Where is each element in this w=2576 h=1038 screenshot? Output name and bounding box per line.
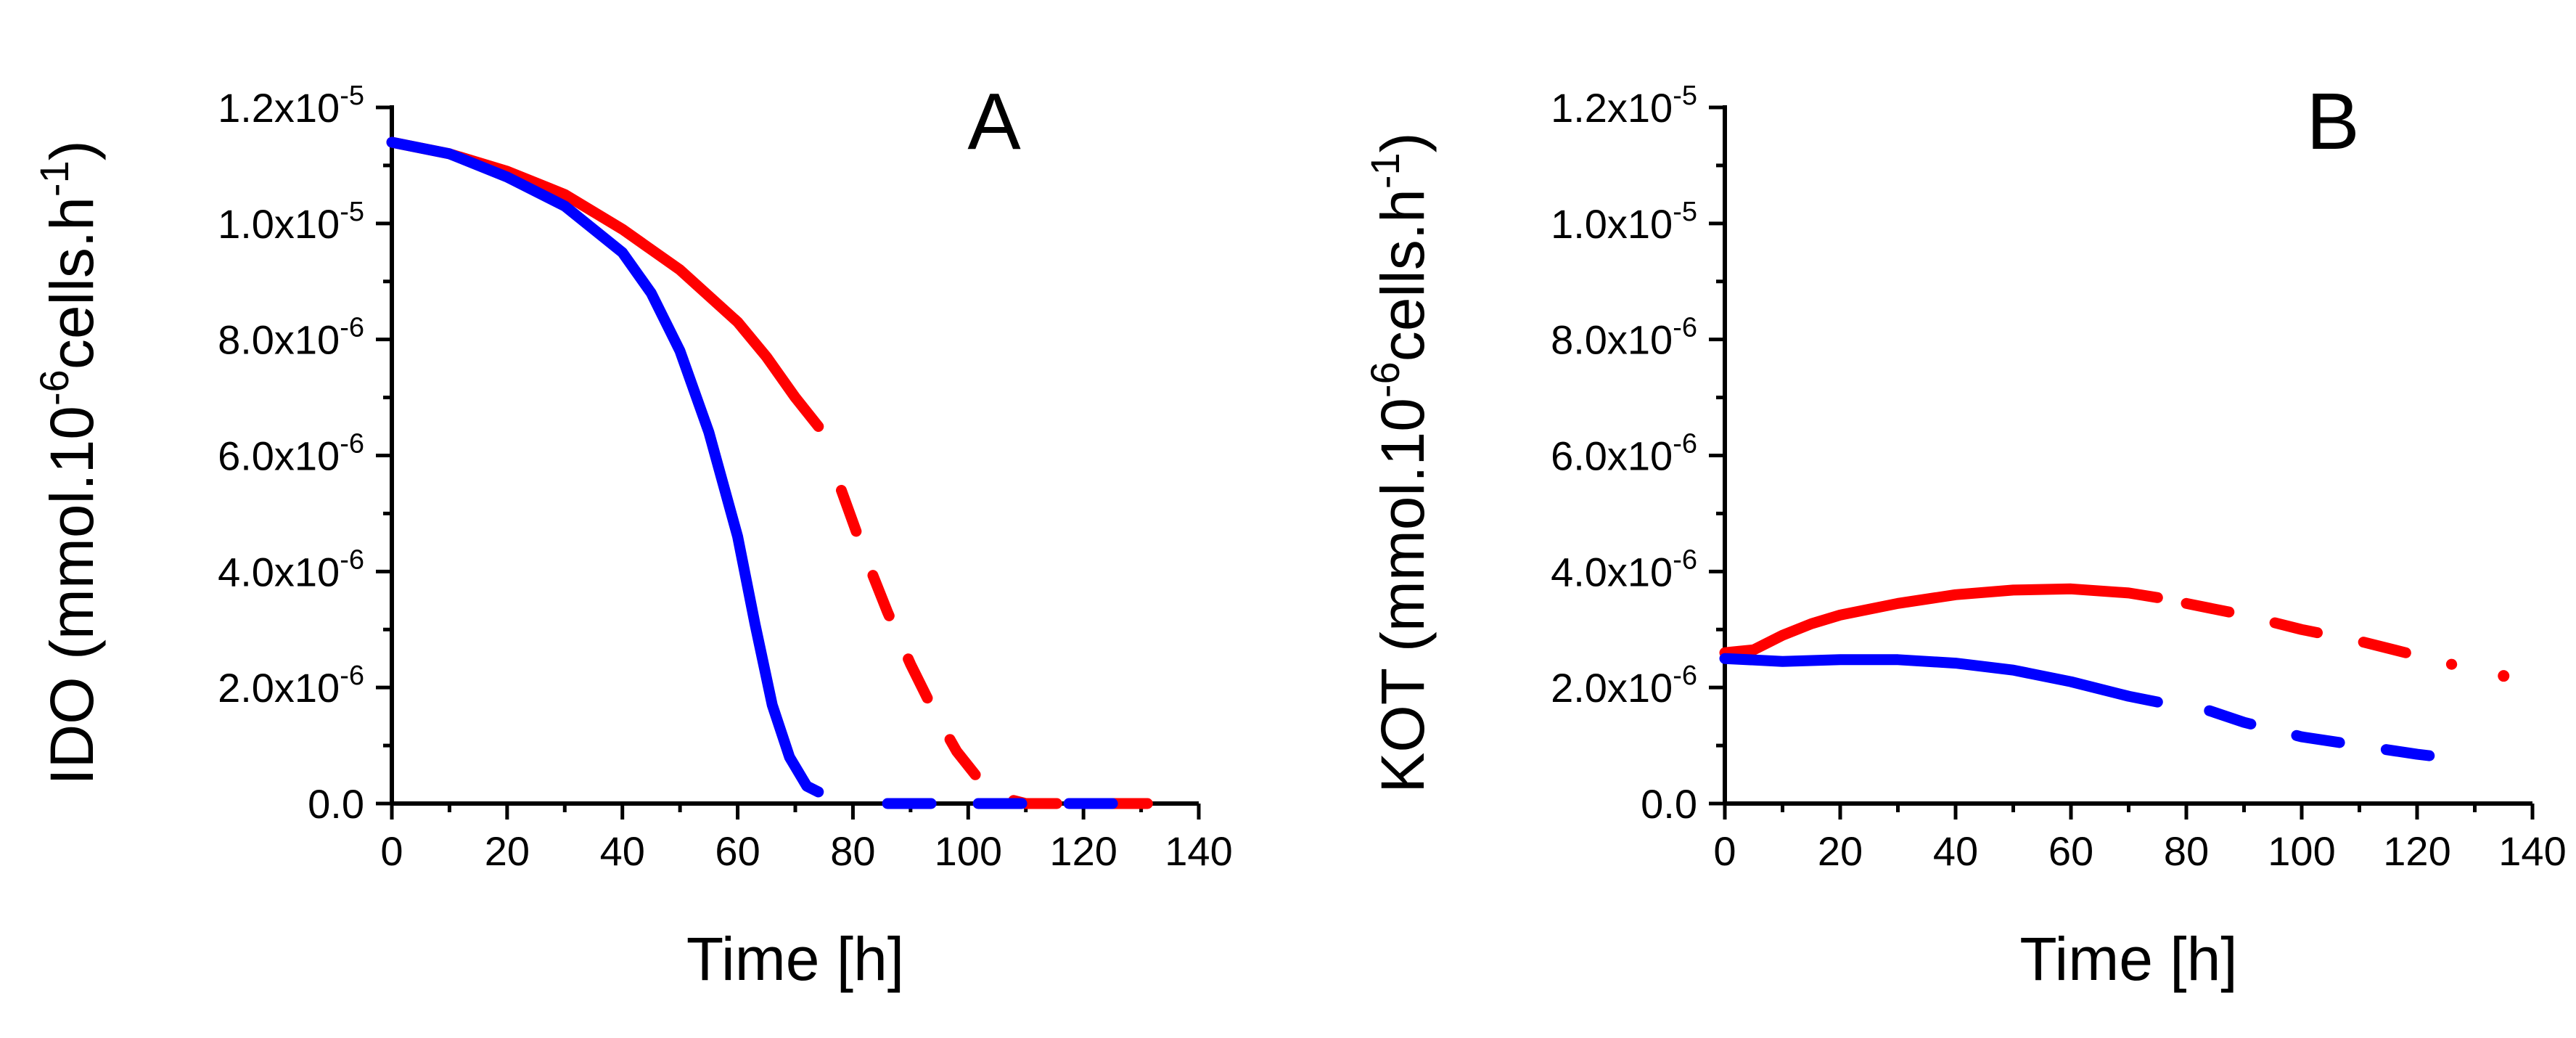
y-tick-mantissa: 2.0x10: [1551, 665, 1673, 711]
y-tick-mantissa: 4.0x10: [218, 549, 340, 594]
x-tick-label: 0: [1713, 828, 1736, 874]
y-tick-mantissa: 1.2x10: [1551, 85, 1673, 131]
y-tick-mantissa: 6.0x10: [218, 433, 340, 479]
y-tick-exponent: -5: [340, 197, 364, 227]
y-tick-mantissa: 2.0x10: [218, 665, 340, 711]
x-tick-label: 80: [2164, 828, 2209, 874]
y-axis-title-close: ): [1369, 132, 1437, 152]
y-axis-title-main: KOT (mmol.10: [1369, 398, 1437, 793]
y-axis-title-main: IDO (mmol.10: [38, 406, 106, 785]
series-line: [2204, 705, 2458, 764]
x-tick-label: 100: [2268, 828, 2335, 874]
y-tick-exponent: -6: [1673, 544, 1697, 575]
series-red-point: [2498, 670, 2510, 682]
y-tick-label: 1.0x10-5: [218, 197, 364, 247]
y-tick-label: 8.0x10-6: [218, 313, 364, 363]
y-tick-label: 4.0x10-6: [1551, 544, 1697, 594]
series-line: [836, 485, 1170, 809]
y-tick-exponent: -6: [340, 429, 364, 459]
panel-label: A: [967, 77, 1021, 166]
y-tick-exponent: -6: [340, 544, 364, 575]
series-line: [386, 136, 824, 798]
series-line: [1719, 583, 2163, 658]
y-tick-label: 8.0x10-6: [1551, 313, 1697, 363]
x-tick-label: 120: [2383, 828, 2450, 874]
series-blue-fitted: [1719, 653, 2163, 708]
x-tick-label: 120: [1049, 828, 1117, 874]
y-tick-mantissa: 8.0x10: [218, 317, 340, 363]
series-red-predicted: [836, 485, 1170, 809]
y-axis-title-exponent: -6: [1362, 361, 1408, 398]
y-tick-mantissa: 1.0x10: [218, 201, 340, 247]
y-tick-label: 2.0x10-6: [1551, 661, 1697, 711]
panel-label: B: [2306, 77, 2359, 166]
x-tick-label: 40: [600, 828, 645, 874]
y-tick-mantissa: 0.0: [308, 781, 364, 827]
y-tick-mantissa: 0.0: [1641, 781, 1697, 827]
y-tick-exponent: -6: [1673, 661, 1697, 691]
panel-b: 0 20 40 60 80 100 120 1400.02.0x10-64.0x10-66.0…: [1362, 77, 2567, 993]
y-axis-title: IDO (mmol.10-6cells.h-1): [31, 140, 106, 785]
series-red-predicted: [2181, 597, 2458, 670]
y-tick-label: 0.0: [1641, 781, 1697, 827]
x-tick-label: 40: [1933, 828, 1978, 874]
y-tick-exponent: -6: [340, 313, 364, 343]
y-axis-title-exponent: -1: [31, 160, 77, 197]
y-tick-label: 2.0x10-6: [218, 661, 364, 711]
y-tick-label: 0.0: [308, 781, 364, 827]
series-red-fitted: [1719, 583, 2163, 658]
panel-a: 0 20 40 60 80 100 120 1400.02.0x10-64.0x10-66.0…: [31, 77, 1233, 993]
y-axis-title-mid: cells.h: [38, 197, 106, 369]
y-axis-title-mid: cells.h: [1369, 189, 1437, 361]
y-tick-exponent: -5: [340, 81, 364, 111]
x-tick-label: 0: [380, 828, 403, 874]
y-axis-title-exponent: -6: [31, 369, 77, 406]
x-tick-label: 100: [935, 828, 1002, 874]
series-line: [2181, 597, 2458, 670]
y-tick-exponent: -5: [1673, 197, 1697, 227]
y-tick-exponent: -6: [1673, 429, 1697, 459]
y-tick-exponent: -6: [1673, 313, 1697, 343]
y-tick-mantissa: 1.2x10: [218, 85, 340, 131]
x-axis-title: Time [h]: [2019, 925, 2237, 993]
data-point: [2498, 670, 2510, 682]
y-tick-exponent: -5: [1673, 81, 1697, 111]
x-tick-label: 140: [1165, 828, 1232, 874]
y-tick-label: 6.0x10-6: [1551, 429, 1697, 479]
y-tick-label: 1.0x10-5: [1551, 197, 1697, 247]
x-axis-title: Time [h]: [686, 925, 904, 993]
y-axis-title-close: ): [38, 140, 106, 160]
y-tick-label: 6.0x10-6: [218, 429, 364, 479]
y-tick-label: 1.2x10-5: [218, 81, 364, 131]
x-tick-label: 20: [1818, 828, 1863, 874]
series-blue-fitted: [386, 136, 824, 798]
y-tick-label: 1.2x10-5: [1551, 81, 1697, 131]
y-tick-mantissa: 1.0x10: [1551, 201, 1673, 247]
series-line: [386, 136, 824, 432]
y-tick-label: 4.0x10-6: [218, 544, 364, 594]
series-line: [1719, 653, 2163, 708]
x-tick-label: 20: [485, 828, 530, 874]
x-tick-label: 60: [715, 828, 760, 874]
x-tick-label: 60: [2048, 828, 2093, 874]
y-tick-exponent: -6: [340, 661, 364, 691]
x-tick-label: 80: [830, 828, 875, 874]
y-axis-title: KOT (mmol.10-6cells.h-1): [1362, 132, 1437, 793]
y-tick-mantissa: 4.0x10: [1551, 549, 1673, 594]
y-tick-mantissa: 6.0x10: [1551, 433, 1673, 479]
series-blue-predicted: [2204, 705, 2458, 764]
y-axis-title-exponent: -1: [1362, 152, 1408, 189]
series-red-fitted: [386, 136, 824, 432]
y-tick-mantissa: 8.0x10: [1551, 317, 1673, 363]
x-tick-label: 140: [2498, 828, 2566, 874]
